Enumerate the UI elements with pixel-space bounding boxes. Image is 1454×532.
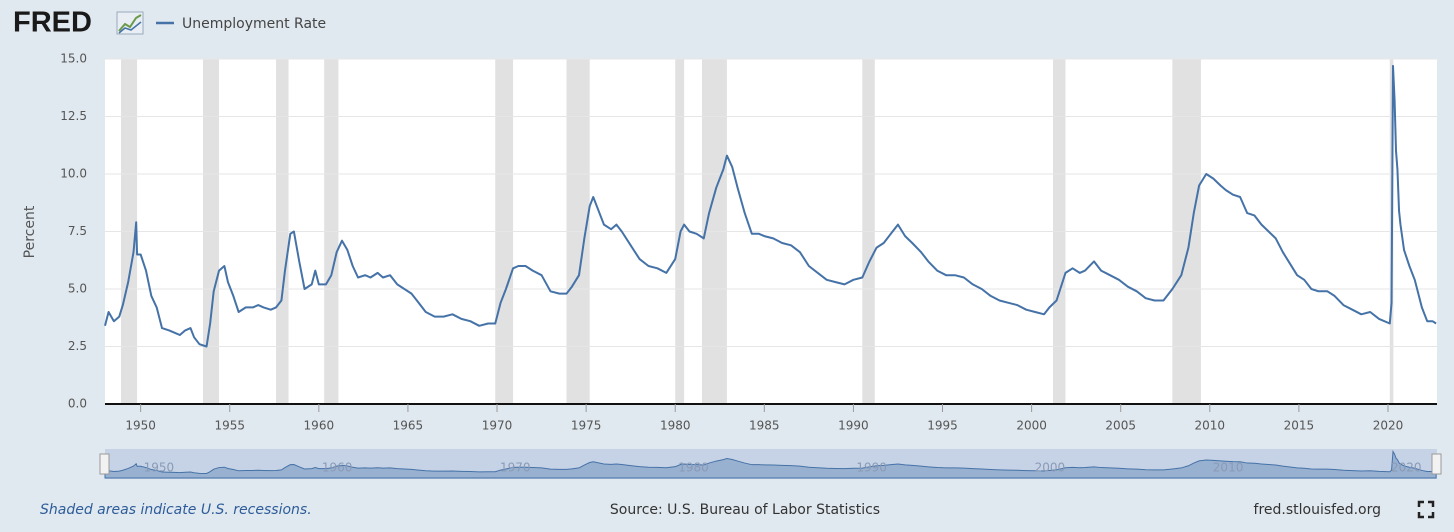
plot: 0.0 2.5 5.0 7.5 10.0 12.5 15.0 1950 1955 1960 1965… <box>60 52 1437 433</box>
navigator-handle-left[interactable] <box>99 453 110 475</box>
x-tick-label: 1955 <box>214 419 245 433</box>
y-tick-label: 15.0 <box>60 52 87 66</box>
logo: FRED <box>13 7 92 39</box>
y-tick-label: 5.0 <box>68 282 87 296</box>
x-tick-label: 1985 <box>749 419 780 433</box>
x-tick-label: 1990 <box>838 419 869 433</box>
navigator-label: 1960 <box>322 461 353 475</box>
y-tick-label: 7.5 <box>68 224 87 238</box>
navigator-area <box>104 449 1437 479</box>
x-tick-label: 1995 <box>927 419 958 433</box>
navigator-handle-right[interactable] <box>1431 453 1442 475</box>
x-tick-label: 2020 <box>1373 419 1404 433</box>
x-tick-label: 1975 <box>571 419 602 433</box>
logo-icon <box>116 11 144 35</box>
x-tick-label: 1950 <box>125 419 156 433</box>
navigator-label: 1980 <box>678 461 709 475</box>
recession-note: Shaded areas indicate U.S. recessions. <box>40 502 312 518</box>
navigator[interactable] <box>105 449 1437 479</box>
site-link[interactable]: fred.stlouisfed.org <box>1254 502 1381 518</box>
navigator-label: 1950 <box>144 461 175 475</box>
x-tick-label: 1980 <box>660 419 691 433</box>
navigator-chart: 1950 1960 1970 1980 1990 2000 2010 2020 <box>104 449 1437 479</box>
source: Source: U.S. Bureau of Labor Statistics <box>610 502 880 518</box>
x-tick-label: 2010 <box>1195 419 1226 433</box>
x-tick-label: 2005 <box>1105 419 1136 433</box>
x-tick-label: 1965 <box>393 419 424 433</box>
y-tick-label: 2.5 <box>68 339 87 353</box>
y-axis-label: Percent <box>22 205 38 258</box>
y-tick-label: 0.0 <box>68 397 87 411</box>
navigator-label: 2000 <box>1035 461 1066 475</box>
x-tick-label: 1970 <box>482 419 513 433</box>
x-tick-label: 1960 <box>304 419 335 433</box>
navigator-label: 1990 <box>856 461 887 475</box>
navigator-label: 2020 <box>1391 461 1422 475</box>
x-tick-label: 2000 <box>1016 419 1047 433</box>
navigator-label: 1970 <box>500 461 531 475</box>
x-tick-label: 2015 <box>1284 419 1315 433</box>
y-tick-label: 12.5 <box>60 109 87 123</box>
series-line <box>104 64 1437 348</box>
y-tick-label: 10.0 <box>60 167 87 181</box>
fullscreen-icon[interactable] <box>1417 500 1435 519</box>
navigator-label: 2010 <box>1213 461 1244 475</box>
legend-label[interactable]: Unemployment Rate <box>182 16 326 32</box>
